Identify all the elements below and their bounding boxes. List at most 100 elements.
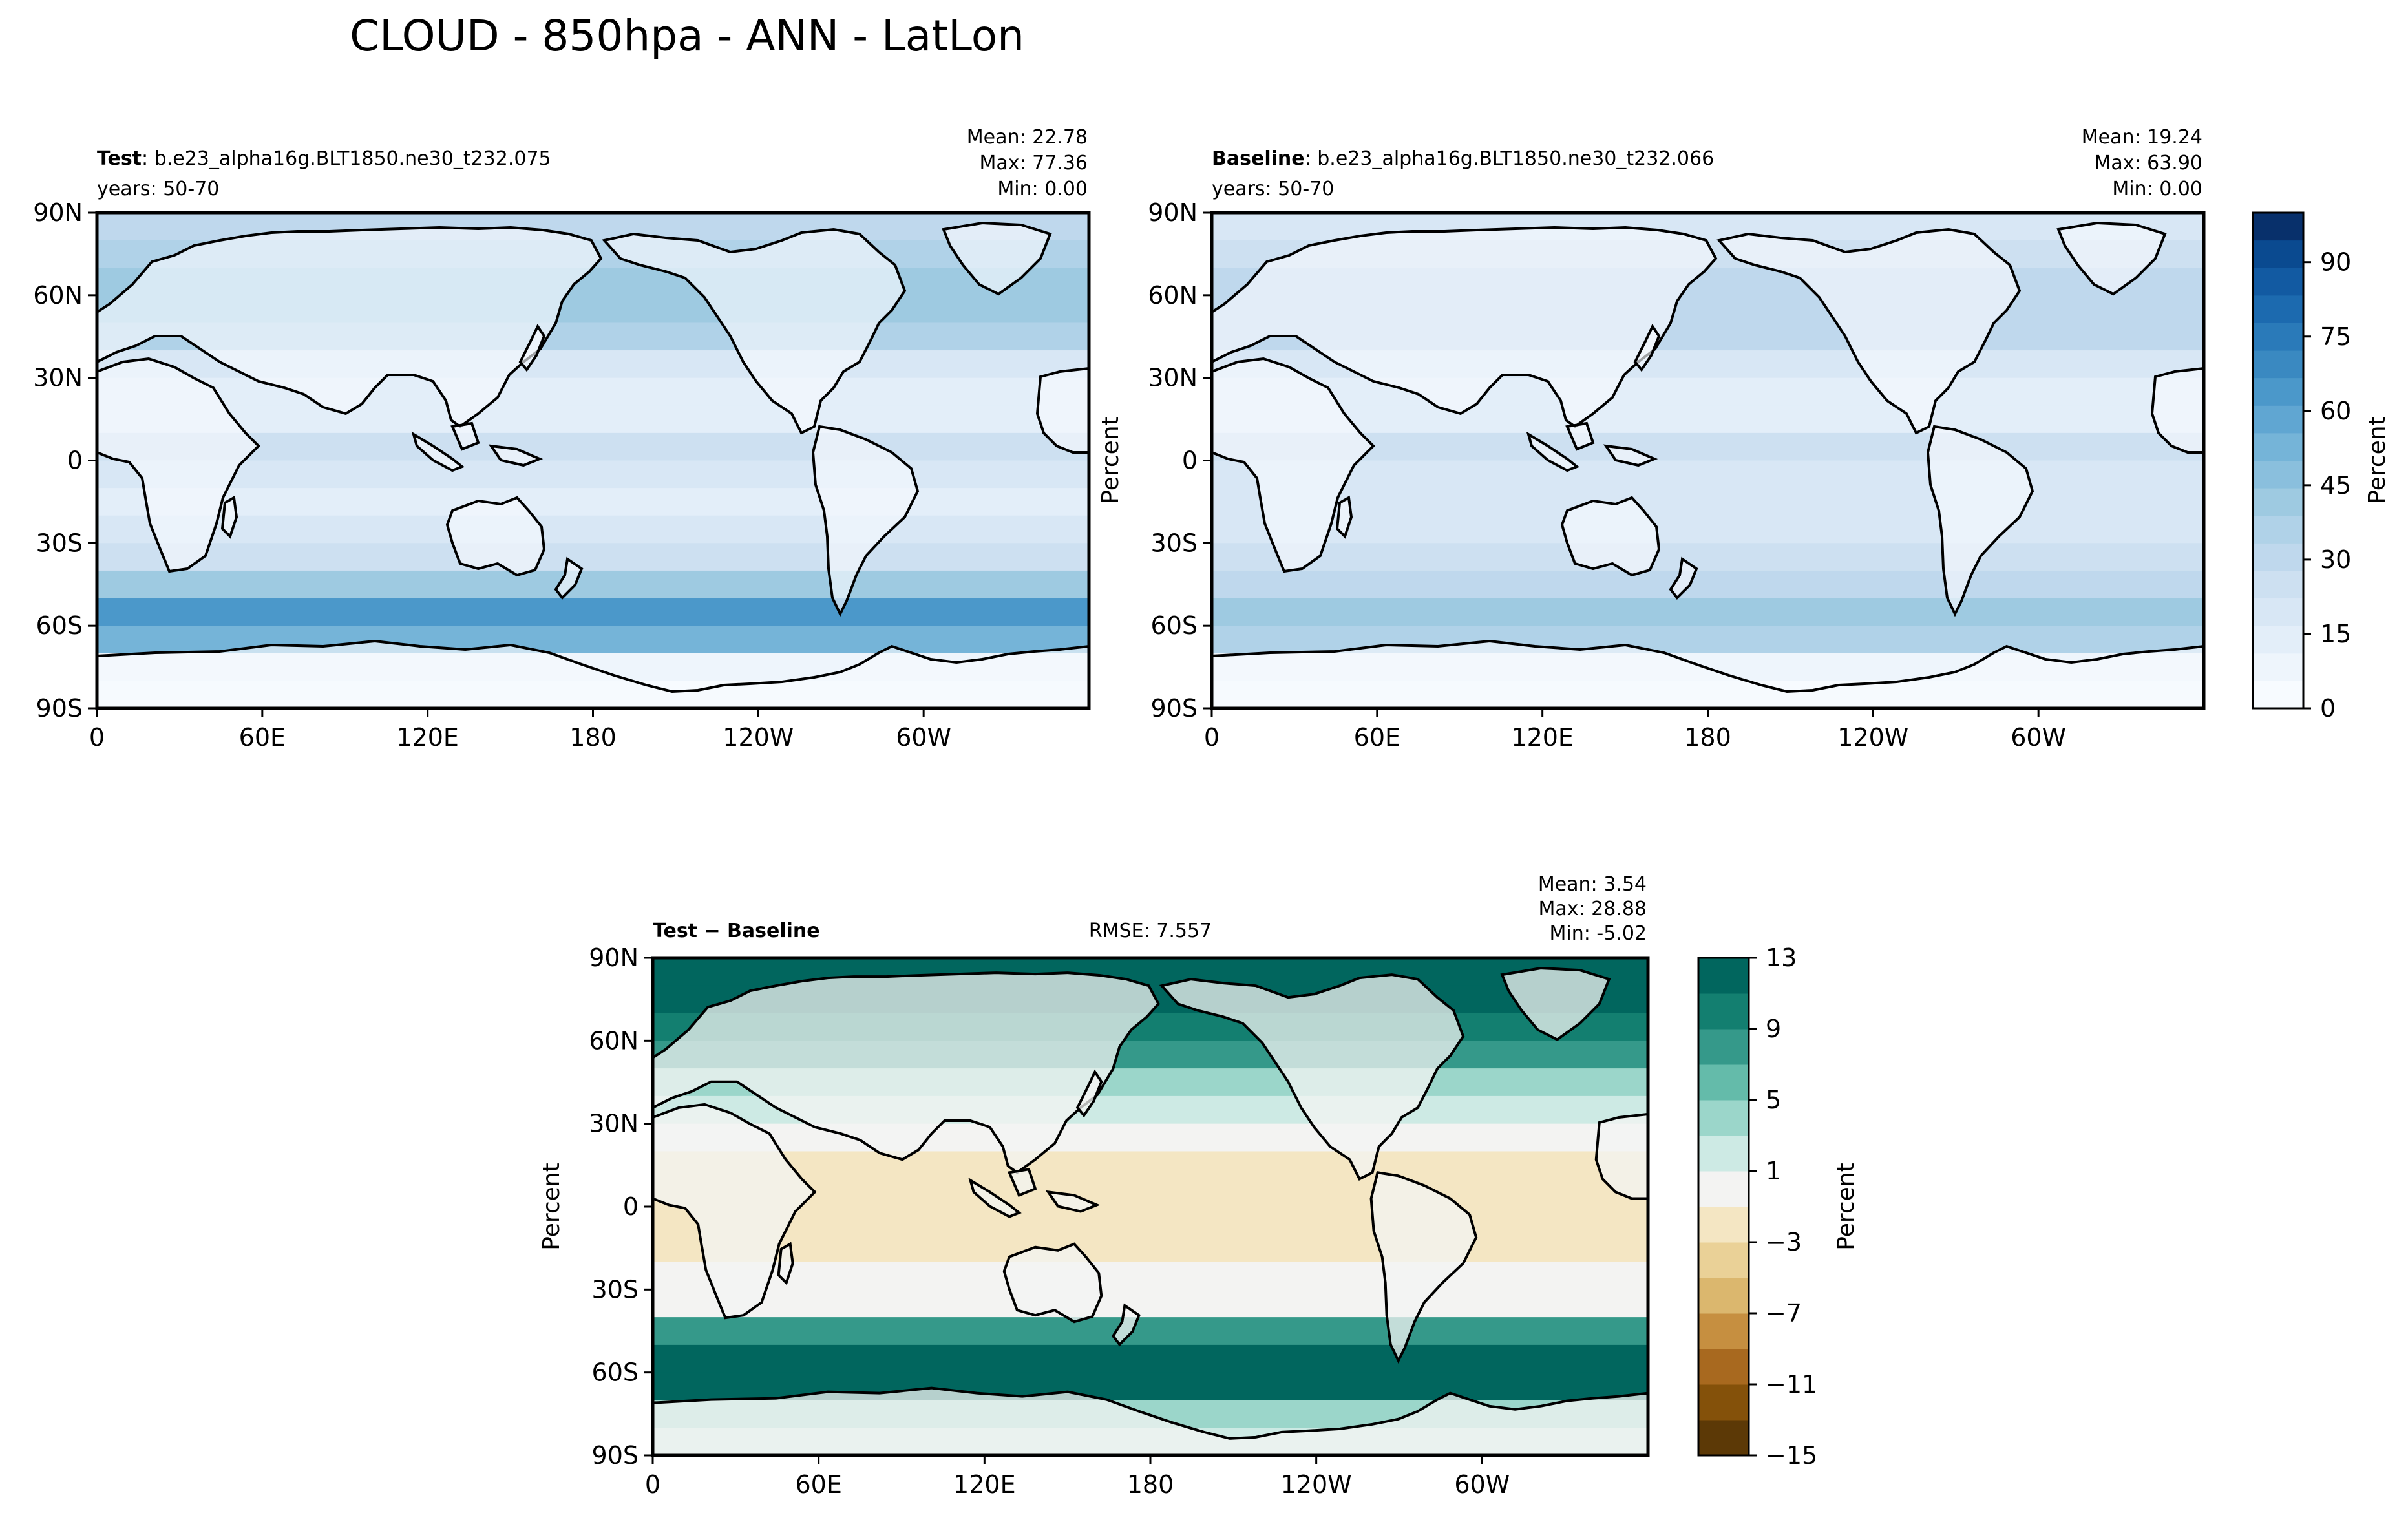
colorbar-diff-swatch — [1698, 1136, 1749, 1172]
colorbar-absolute: 0 15 30 45 60 75 90 Percent — [2252, 211, 2391, 723]
x-tick-label: 60W — [1454, 1470, 1510, 1499]
zonal-band-12 — [1212, 543, 2204, 571]
panel-test-label-bold: Test — [97, 147, 142, 170]
colorbar-absolute-label: Percent — [2364, 416, 2391, 503]
x-tick-label: 180 — [1684, 723, 1731, 752]
colorbar-diff-swatch — [1698, 1278, 1749, 1314]
colorbar-diff-swatch — [1698, 1100, 1749, 1136]
zonal-band-10 — [653, 1234, 1648, 1263]
y-tick-label: 0 — [623, 1192, 639, 1221]
y-tick-label: 90S — [36, 694, 83, 723]
y-tick-label: 30S — [592, 1275, 639, 1304]
zonal-band-9 — [653, 1207, 1648, 1235]
y-tick-label: 0 — [67, 447, 83, 475]
colorbar-diff: 13 9 5 1 −3 −7 −11 −15 Percent — [1697, 944, 1859, 1470]
panel-baseline-ylabel: Percent — [1097, 416, 1124, 503]
y-tick-label: 90N — [589, 944, 639, 972]
panel-diff-rmse: RMSE: 7.557 — [1089, 920, 1212, 942]
colorbar-diff-swatch — [1698, 958, 1749, 994]
colorbar-diff-swatch — [1698, 1313, 1749, 1349]
x-tick-label: 60E — [1354, 723, 1400, 752]
zonal-band-12 — [653, 1289, 1648, 1318]
zonal-band-7 — [97, 405, 1089, 434]
y-tick-label: 60N — [33, 281, 83, 310]
colorbar-absolute-swatch — [2253, 405, 2303, 434]
colorbar-diff-tick-label: 13 — [1766, 944, 1797, 972]
zonal-band-9 — [1212, 460, 2204, 489]
colorbar-absolute-tick-label: 30 — [2320, 545, 2351, 574]
panel-diff: Test − Baseline RMSE: 7.557 Mean: 3.54 M… — [538, 873, 1650, 1499]
colorbar-diff-swatch — [1698, 1064, 1749, 1101]
y-tick-label: 60N — [589, 1026, 639, 1055]
colorbar-diff-swatch — [1698, 1384, 1749, 1421]
colorbar-absolute-tick-label: 90 — [2320, 248, 2351, 277]
y-tick-label: 90S — [592, 1441, 639, 1470]
colorbar-absolute-swatch — [2253, 295, 2303, 323]
zonal-band-8 — [97, 432, 1089, 461]
colorbar-absolute-swatch — [2253, 213, 2303, 241]
zonal-band-10 — [1212, 488, 2204, 516]
panel-test-min: Min: 0.00 — [997, 178, 1088, 200]
x-tick-label: 60W — [2011, 723, 2066, 752]
zonal-band-14 — [97, 598, 1089, 626]
y-tick-label: 60S — [36, 611, 83, 640]
panel-baseline-label-bold: Baseline — [1212, 147, 1305, 170]
colorbar-absolute-swatch — [2253, 377, 2303, 406]
colorbar-diff-swatch — [1698, 1420, 1749, 1456]
colorbar-absolute-swatch — [2253, 598, 2303, 626]
panel-diff-mean: Mean: 3.54 — [1538, 873, 1647, 896]
colorbar-absolute-swatch — [2253, 681, 2303, 709]
y-tick-label: 30N — [589, 1110, 639, 1138]
colorbar-diff-swatch — [1698, 1171, 1749, 1207]
colorbar-absolute-frame — [2252, 211, 2305, 710]
colorbar-diff-label: Percent — [1833, 1163, 1859, 1250]
colorbar-diff-tick-label: −7 — [1766, 1299, 1802, 1327]
y-tick-label: 60N — [1148, 281, 1198, 310]
zonal-band-6 — [1212, 377, 2204, 406]
colorbar-absolute-swatch — [2253, 268, 2303, 296]
x-tick-label: 180 — [1127, 1470, 1174, 1499]
colorbar-absolute-tick-label: 0 — [2320, 694, 2336, 723]
zonal-band-8 — [1212, 432, 2204, 461]
zonal-band-8 — [653, 1179, 1648, 1207]
x-tick-label: 120W — [1837, 723, 1908, 752]
colorbar-diff-tick-label: 5 — [1766, 1086, 1781, 1114]
x-tick-label: 60E — [239, 723, 286, 752]
y-tick-label: 0 — [1182, 447, 1198, 475]
y-tick-label: 30N — [1148, 364, 1198, 392]
colorbar-diff-tick-label: −15 — [1766, 1441, 1817, 1470]
colorbar-diff-swatch — [1698, 1349, 1749, 1385]
colorbar-absolute-swatch — [2253, 543, 2303, 571]
colorbar-absolute-swatch — [2253, 432, 2303, 461]
panel-baseline-max: Max: 63.90 — [2094, 152, 2202, 174]
zonal-band-13 — [1212, 570, 2204, 599]
x-tick-label: 120W — [1281, 1470, 1352, 1499]
panel-test-label-rest: : b.e23_alpha16g.BLT1850.ne30_t232.075 — [142, 147, 551, 170]
x-tick-label: 180 — [569, 723, 617, 752]
panel-test-label: Test: b.e23_alpha16g.BLT1850.ne30_t232.0… — [97, 147, 551, 170]
colorbar-diff-swatch — [1698, 1207, 1749, 1243]
zonal-band-11 — [97, 515, 1089, 544]
figure-title: CLOUD - 850hpa - ANN - LatLon — [350, 11, 1024, 61]
colorbar-diff-swatch — [1698, 993, 1749, 1030]
panel-baseline-mean: Mean: 19.24 — [2082, 126, 2202, 149]
y-tick-label: 60S — [1151, 611, 1198, 640]
panel-diff-max: Max: 28.88 — [1538, 898, 1647, 920]
zonal-band-7 — [653, 1151, 1648, 1179]
panel-test-years: years: 50-70 — [97, 178, 219, 200]
colorbar-absolute-tick-label: 15 — [2320, 620, 2351, 648]
panel-test: Test: b.e23_alpha16g.BLT1850.ne30_t232.0… — [33, 126, 1091, 752]
x-tick-label: 120E — [1511, 723, 1574, 752]
panel-baseline: Baseline: b.e23_alpha16g.BLT1850.ne30_t2… — [1097, 126, 2206, 752]
panel-test-max: Max: 77.36 — [979, 152, 1088, 174]
zonal-band-13 — [653, 1317, 1648, 1346]
panel-diff-ylabel: Percent — [538, 1163, 565, 1250]
colorbar-absolute-swatch — [2253, 570, 2303, 599]
panel-baseline-label: Baseline: b.e23_alpha16g.BLT1850.ne30_t2… — [1212, 147, 1714, 170]
y-tick-label: 30S — [1151, 529, 1198, 557]
colorbar-diff-tick-label: −11 — [1766, 1370, 1817, 1399]
panel-diff-label: Test − Baseline — [653, 920, 820, 942]
y-tick-label: 30N — [33, 364, 83, 392]
colorbar-absolute-swatch — [2253, 653, 2303, 681]
